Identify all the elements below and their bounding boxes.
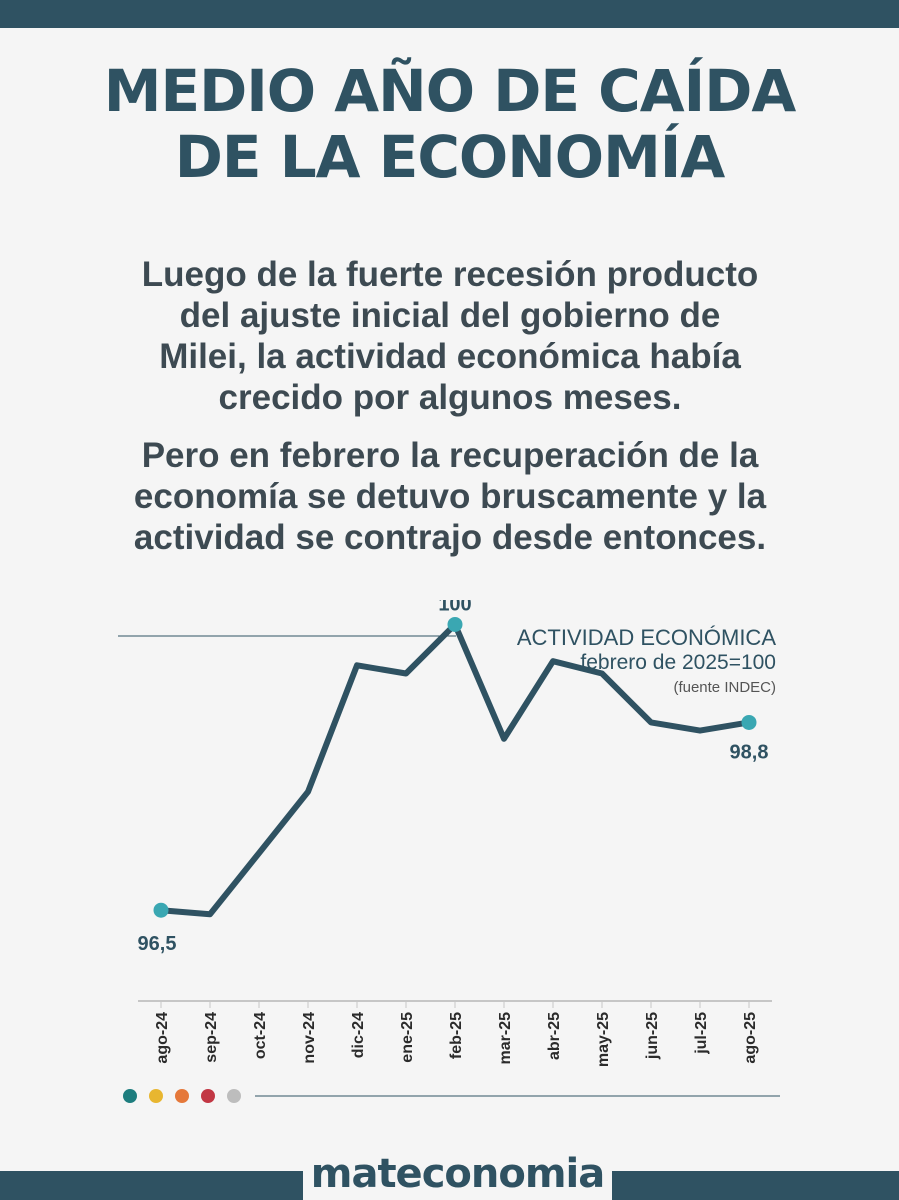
data-point-marker [153, 902, 169, 918]
x-tick-label: jun-25 [644, 1012, 661, 1060]
legend-dot [149, 1089, 163, 1103]
data-point-marker [741, 714, 757, 730]
x-tick-label: feb-25 [448, 1012, 465, 1059]
paragraph-line: Milei, la actividad económica había [159, 337, 741, 376]
color-legend [123, 1089, 241, 1103]
footer-bar-left [0, 1171, 303, 1200]
x-axis-ticks: ago-24 sep-24 oct-24 nov-24 dic-24 ene-25 feb-… [154, 1001, 759, 1067]
paragraph-line: Pero en febrero la recuperación de la [141, 436, 759, 475]
headline-line-2: DE LA ECONOMÍA [174, 123, 726, 191]
paragraph-line: del ajuste inicial del gobierno de [179, 296, 721, 335]
activity-line-chart: ACTIVIDAD ECONÓMICA febrero de 2025=100 … [118, 600, 780, 1103]
paragraph-line: crecido por algunos meses. [218, 378, 682, 417]
x-tick-label: mar-25 [497, 1012, 514, 1065]
headline-line-1: MEDIO AÑO DE CAÍDA [103, 57, 797, 125]
legend-dot [201, 1089, 215, 1103]
top-bar [0, 0, 899, 28]
chart-subtitle: febrero de 2025=100 [580, 651, 776, 674]
x-tick-label: may-25 [595, 1012, 612, 1067]
data-label: 98,8 [730, 741, 769, 763]
headline: MEDIO AÑO DE CAÍDA DE LA ECONOMÍA [0, 58, 899, 190]
x-tick-label: ago-24 [154, 1012, 171, 1064]
plot-area: 96,5 100 98,8 [138, 600, 769, 955]
footer-bar-right [612, 1171, 899, 1200]
chart-source: (fuente INDEC) [673, 679, 776, 696]
data-label: 96,5 [138, 933, 177, 955]
x-tick-label: nov-24 [301, 1012, 318, 1064]
data-point-marker [447, 616, 463, 632]
data-label: 100 [438, 600, 471, 615]
x-tick-label: dic-24 [350, 1012, 367, 1058]
x-tick-label: oct-24 [252, 1012, 269, 1059]
paragraph-line: economía se detuvo bruscamente y la [133, 477, 767, 516]
paragraph-line: actividad se contrajo desde entonces. [133, 518, 767, 557]
legend-dot [227, 1089, 241, 1103]
legend-dot [123, 1089, 137, 1103]
brand-logo-text: mateconomia [310, 1151, 605, 1197]
x-tick-label: ago-25 [742, 1012, 759, 1064]
second-paragraph: Pero en febrero la recuperación de la ec… [90, 435, 810, 558]
chart-title: ACTIVIDAD ECONÓMICA [517, 625, 776, 650]
intro-paragraph: Luego de la fuerte recesión producto del… [90, 254, 810, 418]
legend-dot [175, 1089, 189, 1103]
x-tick-label: ene-25 [399, 1012, 416, 1063]
x-tick-label: sep-24 [203, 1012, 220, 1063]
paragraph-line: Luego de la fuerte recesión producto [141, 255, 759, 294]
x-tick-label: jul-25 [693, 1012, 710, 1055]
x-tick-label: abr-25 [546, 1012, 563, 1060]
